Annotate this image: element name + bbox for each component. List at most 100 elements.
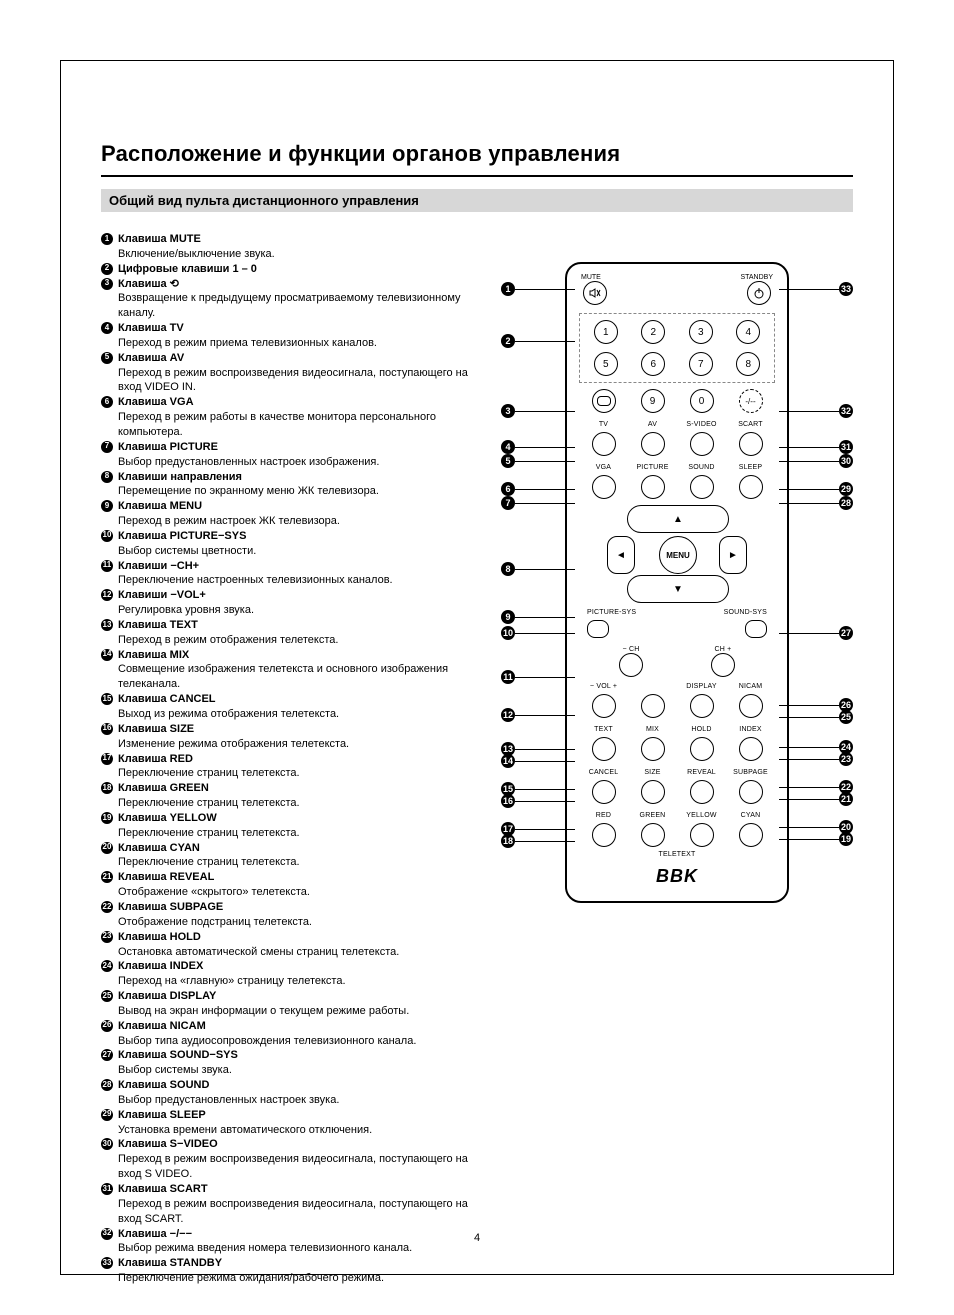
yellow-button[interactable] bbox=[690, 823, 714, 847]
callout-bullet: 4 bbox=[501, 440, 515, 454]
key-desc: Вывод на экран информации о текущем режи… bbox=[118, 1004, 491, 1019]
key-name: Клавиша SOUND bbox=[118, 1078, 209, 1093]
key-head: 17Клавиша RED bbox=[101, 752, 491, 767]
picture-sys-label: PICTURE-SYS bbox=[587, 609, 636, 616]
svideo-label: S-VIDEO bbox=[686, 421, 716, 428]
ch-plus-label: CH + bbox=[715, 646, 732, 653]
num-7[interactable]: 7 bbox=[689, 352, 713, 376]
vga-button[interactable] bbox=[592, 475, 616, 499]
callout-bullet: 14 bbox=[501, 754, 515, 768]
picture-sys-button[interactable] bbox=[587, 620, 609, 638]
sleep-button[interactable] bbox=[739, 475, 763, 499]
key-item: 27Клавиша SOUND−SYSВыбор системы звука. bbox=[101, 1048, 491, 1078]
key-item: 14Клавиша MIXСовмещение изображения теле… bbox=[101, 648, 491, 693]
vol-minus-button[interactable] bbox=[592, 694, 616, 718]
key-item: 22Клавиша SUBPAGEОтображение подстраниц … bbox=[101, 900, 491, 930]
num-0[interactable]: 0 bbox=[690, 389, 714, 413]
key-head: 21Клавиша REVEAL bbox=[101, 870, 491, 885]
callout-bullet: 32 bbox=[839, 404, 853, 418]
nav-down[interactable]: ▼ bbox=[627, 575, 729, 603]
sound-button[interactable] bbox=[690, 475, 714, 499]
callout-line bbox=[515, 447, 575, 448]
key-name: Клавиша MENU bbox=[118, 499, 202, 514]
mute-button[interactable] bbox=[583, 281, 607, 305]
digit-mode-button[interactable]: -/-- bbox=[739, 389, 763, 413]
ch-minus-button[interactable] bbox=[619, 653, 643, 677]
key-name: Клавиши направления bbox=[118, 470, 242, 485]
color-row-labels: RED GREEN YELLOW CYAN bbox=[577, 810, 777, 821]
tv-label: TV bbox=[599, 421, 608, 428]
callout-bullet: 7 bbox=[501, 496, 515, 510]
key-number-bullet: 12 bbox=[101, 589, 113, 601]
key-desc: Перемещение по экранному меню ЖК телевиз… bbox=[118, 484, 491, 499]
nav-right[interactable]: ► bbox=[719, 536, 747, 574]
callout-bullet: 21 bbox=[839, 792, 853, 806]
key-item: 12Клавиши −VOL+Регулировка уровня звука. bbox=[101, 588, 491, 618]
nav-up[interactable]: ▲ bbox=[627, 505, 729, 533]
num-5[interactable]: 5 bbox=[594, 352, 618, 376]
num-4[interactable]: 4 bbox=[736, 320, 760, 344]
key-name: Клавиша SOUND−SYS bbox=[118, 1048, 238, 1063]
cyan-button[interactable] bbox=[739, 823, 763, 847]
callout-bullet: 23 bbox=[839, 752, 853, 766]
mix-button[interactable] bbox=[641, 737, 665, 761]
av-button[interactable] bbox=[641, 432, 665, 456]
picture-label: PICTURE bbox=[636, 464, 668, 471]
subpage-button[interactable] bbox=[739, 780, 763, 804]
vga-label: VGA bbox=[596, 464, 611, 471]
green-button[interactable] bbox=[641, 823, 665, 847]
red-button[interactable] bbox=[592, 823, 616, 847]
yellow-label: YELLOW bbox=[686, 812, 716, 819]
num-8[interactable]: 8 bbox=[736, 352, 760, 376]
vol-plus-button[interactable] bbox=[641, 694, 665, 718]
key-number-bullet: 14 bbox=[101, 649, 113, 661]
picture-button[interactable] bbox=[641, 475, 665, 499]
num-1[interactable]: 1 bbox=[594, 320, 618, 344]
tv-button[interactable] bbox=[592, 432, 616, 456]
reveal-button[interactable] bbox=[690, 780, 714, 804]
callout-line bbox=[779, 799, 839, 800]
key-desc: Переход в режим приема телевизионных кан… bbox=[118, 336, 491, 351]
scart-button[interactable] bbox=[739, 432, 763, 456]
page: Расположение и функции органов управлени… bbox=[0, 0, 954, 1315]
index-button[interactable] bbox=[739, 737, 763, 761]
callout-line bbox=[515, 341, 575, 342]
key-number-bullet: 20 bbox=[101, 842, 113, 854]
mix-label: MIX bbox=[646, 726, 659, 733]
num-9[interactable]: 9 bbox=[641, 389, 665, 413]
standby-button[interactable] bbox=[747, 281, 771, 305]
cancel-button[interactable] bbox=[592, 780, 616, 804]
key-desc: Выход из режима отображения телетекста. bbox=[118, 707, 491, 722]
svideo-button[interactable] bbox=[690, 432, 714, 456]
key-item: 31Клавиша SCARTПереход в режим воспроизв… bbox=[101, 1182, 491, 1227]
callout-line bbox=[779, 827, 839, 828]
callout-bullet: 5 bbox=[501, 454, 515, 468]
key-name: Клавиша CANCEL bbox=[118, 692, 216, 707]
key-item: 2Цифровые клавиши 1 – 0 bbox=[101, 262, 491, 277]
key-number-bullet: 33 bbox=[101, 1257, 113, 1269]
display-label: DISPLAY bbox=[686, 683, 716, 690]
ch-plus-button[interactable] bbox=[711, 653, 735, 677]
key-name: Клавиши −VOL+ bbox=[118, 588, 206, 603]
color-row-btns bbox=[577, 821, 777, 849]
num-6[interactable]: 6 bbox=[641, 352, 665, 376]
nav-left[interactable]: ◄ bbox=[607, 536, 635, 574]
display-button[interactable] bbox=[690, 694, 714, 718]
menu-button[interactable]: MENU bbox=[659, 536, 697, 574]
sound-label: SOUND bbox=[688, 464, 714, 471]
sound-sys-button[interactable] bbox=[745, 620, 767, 638]
sleep-label: SLEEP bbox=[739, 464, 763, 471]
num-2[interactable]: 2 bbox=[641, 320, 665, 344]
key-head: 24Клавиша INDEX bbox=[101, 959, 491, 974]
hold-button[interactable] bbox=[690, 737, 714, 761]
return-button[interactable] bbox=[592, 389, 616, 413]
vol-row-btns bbox=[577, 692, 777, 720]
text-button[interactable] bbox=[592, 737, 616, 761]
size-button[interactable] bbox=[641, 780, 665, 804]
key-head: 2Цифровые клавиши 1 – 0 bbox=[101, 262, 491, 277]
nicam-button[interactable] bbox=[739, 694, 763, 718]
key-head: 10Клавиша PICTURE−SYS bbox=[101, 529, 491, 544]
num-3[interactable]: 3 bbox=[689, 320, 713, 344]
key-number-bullet: 27 bbox=[101, 1049, 113, 1061]
callout-bullet: 11 bbox=[501, 670, 515, 684]
